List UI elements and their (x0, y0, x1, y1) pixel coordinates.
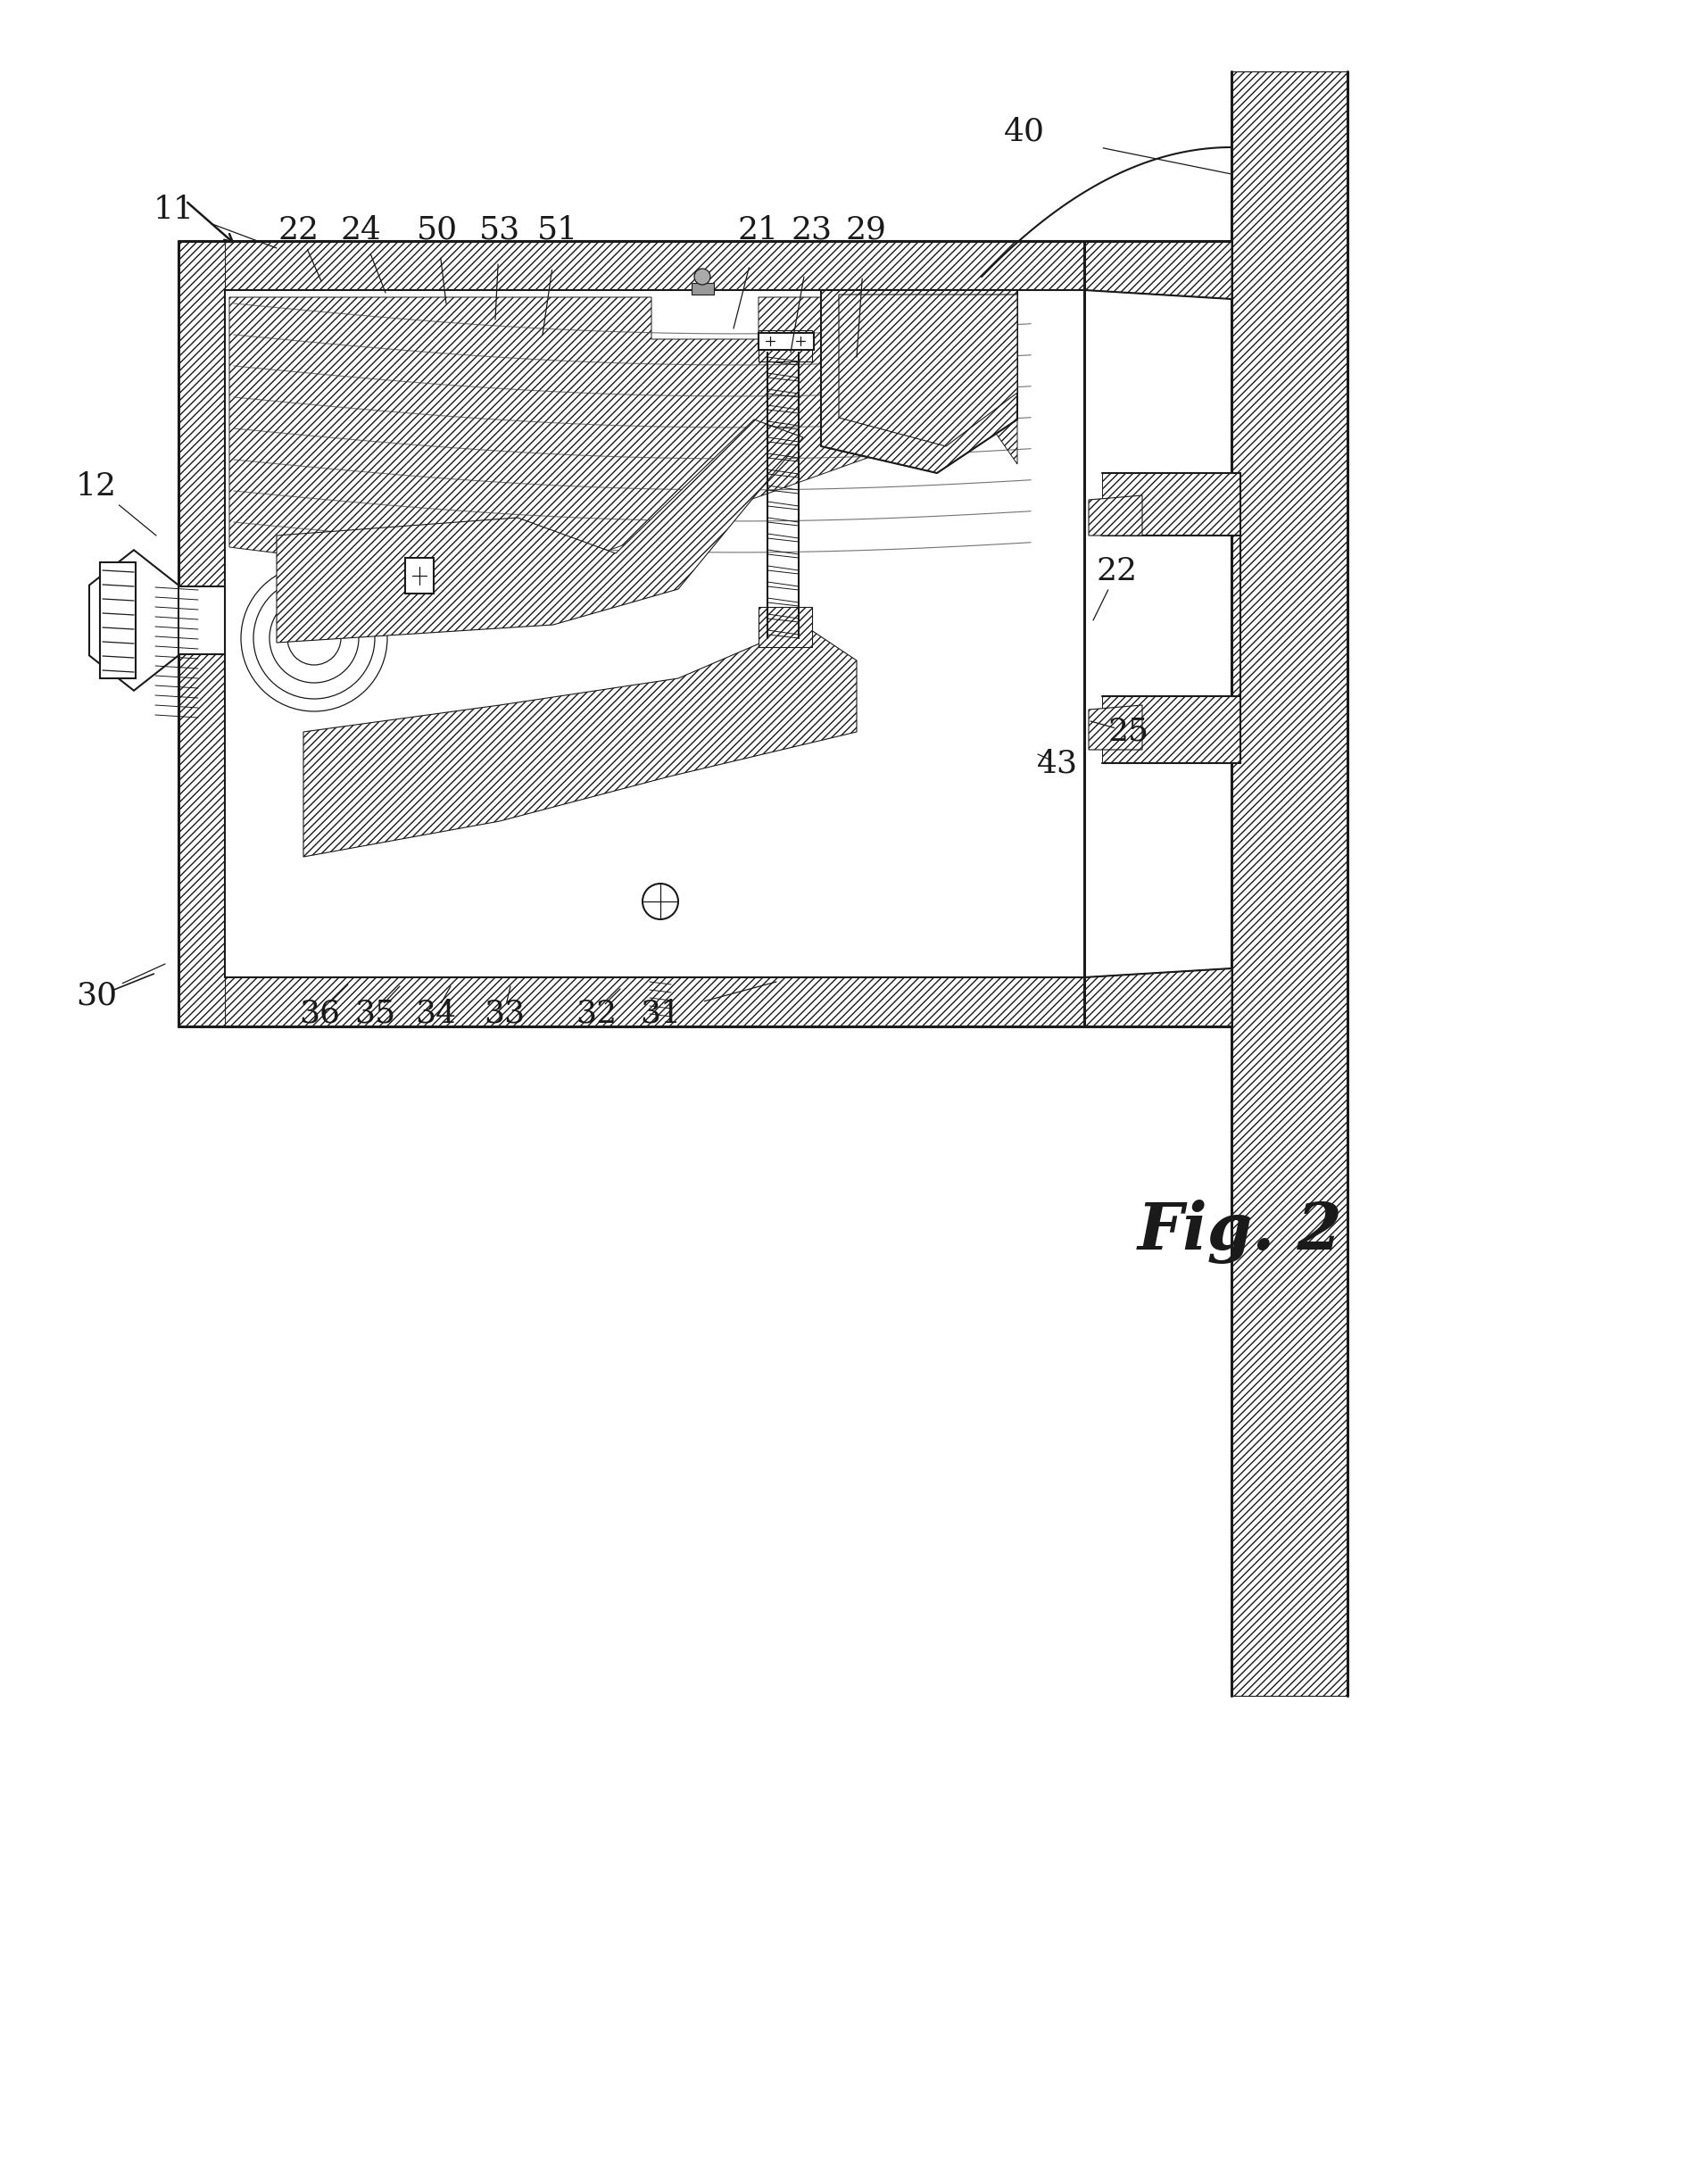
Text: 25: 25 (1108, 716, 1149, 746)
Text: 31: 31 (639, 999, 680, 1029)
Polygon shape (178, 242, 225, 1027)
Polygon shape (229, 298, 1016, 583)
Text: 12: 12 (75, 472, 116, 503)
Polygon shape (1083, 968, 1231, 1027)
Polygon shape (1102, 472, 1240, 535)
Text: 34: 34 (415, 999, 456, 1029)
Circle shape (642, 883, 678, 918)
Text: 22: 22 (1097, 557, 1138, 585)
Polygon shape (99, 561, 135, 679)
Polygon shape (178, 242, 1083, 289)
Text: 29: 29 (845, 215, 886, 246)
Text: 50: 50 (417, 215, 458, 246)
Polygon shape (1088, 705, 1141, 751)
Polygon shape (304, 625, 856, 857)
Circle shape (693, 268, 711, 285)
Text: 22: 22 (278, 215, 319, 246)
Text: 36: 36 (299, 999, 340, 1029)
Text: 24: 24 (340, 215, 381, 246)
Polygon shape (692, 283, 714, 294)
Text: Fig. 2: Fig. 2 (1138, 1199, 1342, 1264)
Text: 21: 21 (738, 215, 779, 246)
Polygon shape (89, 551, 178, 690)
Polygon shape (130, 585, 225, 655)
Bar (405, 557, 434, 594)
Polygon shape (820, 289, 1016, 472)
Text: 51: 51 (536, 215, 577, 246)
Text: 23: 23 (791, 215, 832, 246)
Text: 40: 40 (1003, 118, 1044, 148)
Polygon shape (277, 420, 803, 642)
Polygon shape (1083, 242, 1231, 298)
Text: 35: 35 (354, 999, 395, 1029)
Text: 53: 53 (478, 215, 521, 246)
Polygon shape (758, 607, 811, 646)
Polygon shape (1102, 696, 1240, 764)
Polygon shape (758, 331, 811, 361)
Polygon shape (178, 977, 1083, 1027)
Text: 30: 30 (75, 979, 116, 1010)
Text: 32: 32 (576, 999, 617, 1029)
Polygon shape (1231, 72, 1348, 1695)
Text: 11: 11 (154, 194, 195, 224)
Text: 33: 33 (483, 999, 524, 1029)
Text: 43: 43 (1037, 749, 1078, 779)
Polygon shape (839, 294, 1016, 446)
Polygon shape (1088, 496, 1141, 535)
Polygon shape (758, 333, 813, 350)
